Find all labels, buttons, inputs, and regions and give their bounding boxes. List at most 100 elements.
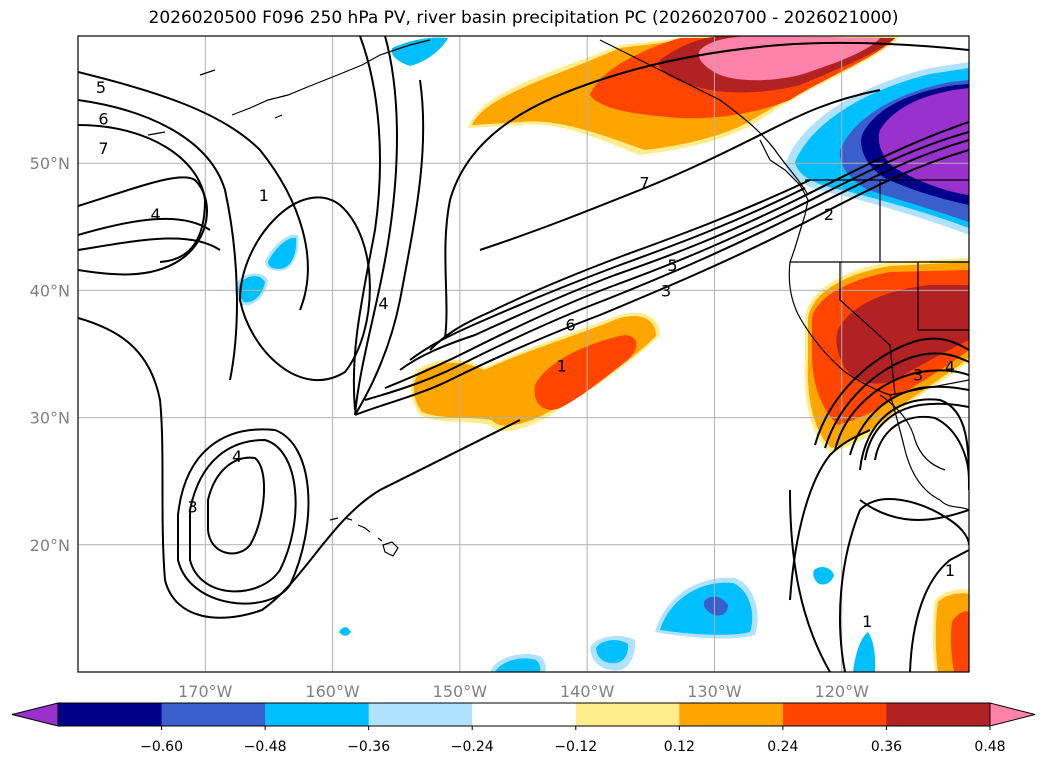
colorbar-swatch-4 xyxy=(472,703,577,726)
shade-s2 xyxy=(596,640,629,664)
colorbar-labels: −0.60 −0.48 −0.36 −0.24 −0.12 0.12 0.24 0.36 0.4… xyxy=(140,726,1006,755)
contour-label-11: 1 xyxy=(557,356,567,375)
contour-label-12: 3 xyxy=(913,365,923,384)
contour-e-2 xyxy=(824,352,969,449)
contour-label-13: 4 xyxy=(945,358,955,377)
contour-e-4 xyxy=(849,385,969,456)
contour-main-3 xyxy=(384,131,969,389)
contour-w-4 xyxy=(207,456,266,555)
colorbar-label-3: −0.24 xyxy=(451,739,494,755)
colorbar-label-4: −0.12 xyxy=(554,739,597,755)
colorbar-extend-low xyxy=(11,702,59,727)
contour-e-3 xyxy=(834,369,969,451)
colorbar-swatch-8 xyxy=(886,703,991,726)
lat-tick-label-1: 40°N xyxy=(30,281,70,300)
colorbar-swatch-7 xyxy=(782,703,887,726)
border-state-2 xyxy=(879,180,919,330)
colorbar-label-6: 0.24 xyxy=(767,739,798,755)
shade-nw-purple xyxy=(878,88,969,195)
lon-tick-label-5: 120°W xyxy=(815,682,870,701)
lat-tick-label-0: 50°N xyxy=(30,154,70,173)
colorbar-label-5: 0.12 xyxy=(664,739,695,755)
contour-e-5 xyxy=(864,402,969,461)
contour-label-5: 4 xyxy=(378,294,388,313)
map-title: 2026020500 F096 250 hPa PV, river basin … xyxy=(148,8,899,28)
contour-label-2: 7 xyxy=(98,139,108,158)
pv-contours xyxy=(78,36,969,672)
lon-tick-label-4: 130°W xyxy=(687,682,742,701)
hawaii-big xyxy=(382,541,399,557)
island-ak xyxy=(147,131,166,136)
lon-tick-label-2: 150°W xyxy=(433,682,488,701)
colorbar-swatch-0 xyxy=(58,703,163,726)
contour-w-3 xyxy=(189,438,297,593)
contour-e-outer xyxy=(789,429,871,601)
contour-ne-b xyxy=(352,36,381,411)
coast-west-us xyxy=(788,214,891,396)
lon-tick-label-0: 170°W xyxy=(178,682,233,701)
contour-label-4: 1 xyxy=(259,186,269,205)
contour-label-6: 7 xyxy=(639,173,649,192)
lon-tick-labels: 170°W 160°W 150°W 140°W 130°W 120°W xyxy=(178,682,869,701)
contour-label-9: 3 xyxy=(661,281,671,300)
hawaii-3 xyxy=(357,524,371,533)
shade-s1-blue xyxy=(703,596,728,616)
lon-tick-label-1: 160°W xyxy=(305,682,360,701)
shade-sub-red xyxy=(534,335,637,410)
contour-5-nw xyxy=(78,71,309,311)
shade-ca-darkred xyxy=(836,285,969,384)
contour-label-14: 4 xyxy=(232,447,242,466)
contour-e-lower xyxy=(839,498,969,672)
colorbar-swatch-5 xyxy=(575,703,680,726)
lat-tick-label-3: 20°N xyxy=(30,536,70,555)
colorbar-label-7: 0.36 xyxy=(871,739,902,755)
contour-label-8: 5 xyxy=(667,256,677,275)
contour-main-6 xyxy=(429,179,811,351)
contour-label-1: 6 xyxy=(98,110,108,129)
colorbar-swatch-6 xyxy=(679,703,784,726)
shade-alaska-pink xyxy=(698,36,880,81)
contour-main-7 xyxy=(444,41,969,339)
colorbar-frame xyxy=(57,702,991,727)
coast-alaska-se xyxy=(599,39,809,196)
hawaii-4 xyxy=(377,537,383,542)
contour-labels: 5 6 7 4 1 4 7 2 5 3 6 1 3 4 4 3 1 1 xyxy=(96,78,955,631)
contour-nw-b xyxy=(78,237,221,251)
shade-s3 xyxy=(495,658,541,672)
colorbar-label-2: −0.36 xyxy=(347,739,390,755)
contour-4-mid xyxy=(354,79,425,416)
contour-label-16: 1 xyxy=(945,561,955,580)
lat-tick-labels: 50°N 40°N 30°N 20°N xyxy=(30,154,70,555)
contour-label-17: 1 xyxy=(862,612,872,631)
colorbar-swatch-1 xyxy=(161,703,266,726)
border-state-4 xyxy=(918,261,969,331)
contour-7-label-line xyxy=(479,89,881,251)
shade-s6 xyxy=(339,627,351,636)
hawaii-1 xyxy=(329,517,339,521)
shade-s5 xyxy=(853,632,876,672)
colorbar-label-8: 0.48 xyxy=(974,739,1005,755)
contour-main-4 xyxy=(399,121,969,371)
colorbar-label-1: −0.48 xyxy=(244,739,287,755)
colorbar-label-0: −0.60 xyxy=(140,739,183,755)
colorbar-extend-high xyxy=(989,702,1036,727)
coast-aleutians xyxy=(199,39,431,119)
contour-label-10: 6 xyxy=(566,316,576,335)
contour-e-1b xyxy=(909,549,969,672)
colorbar-swatch-2 xyxy=(265,703,370,726)
contour-main-1 xyxy=(354,149,969,416)
contour-e-big xyxy=(859,499,969,521)
contour-label-0: 5 xyxy=(96,78,106,97)
shade-w1 xyxy=(268,237,297,269)
contour-e-ring xyxy=(874,415,969,481)
shade-w2 xyxy=(238,276,265,303)
contour-6-nw xyxy=(78,99,238,381)
contour-1-west xyxy=(238,196,371,382)
contour-main-5 xyxy=(409,187,806,361)
contour-e-1 xyxy=(814,337,969,446)
coast-baja xyxy=(889,394,969,511)
coastlines xyxy=(199,39,969,511)
border-state-3 xyxy=(839,262,896,396)
contour-4-nw xyxy=(78,176,208,276)
